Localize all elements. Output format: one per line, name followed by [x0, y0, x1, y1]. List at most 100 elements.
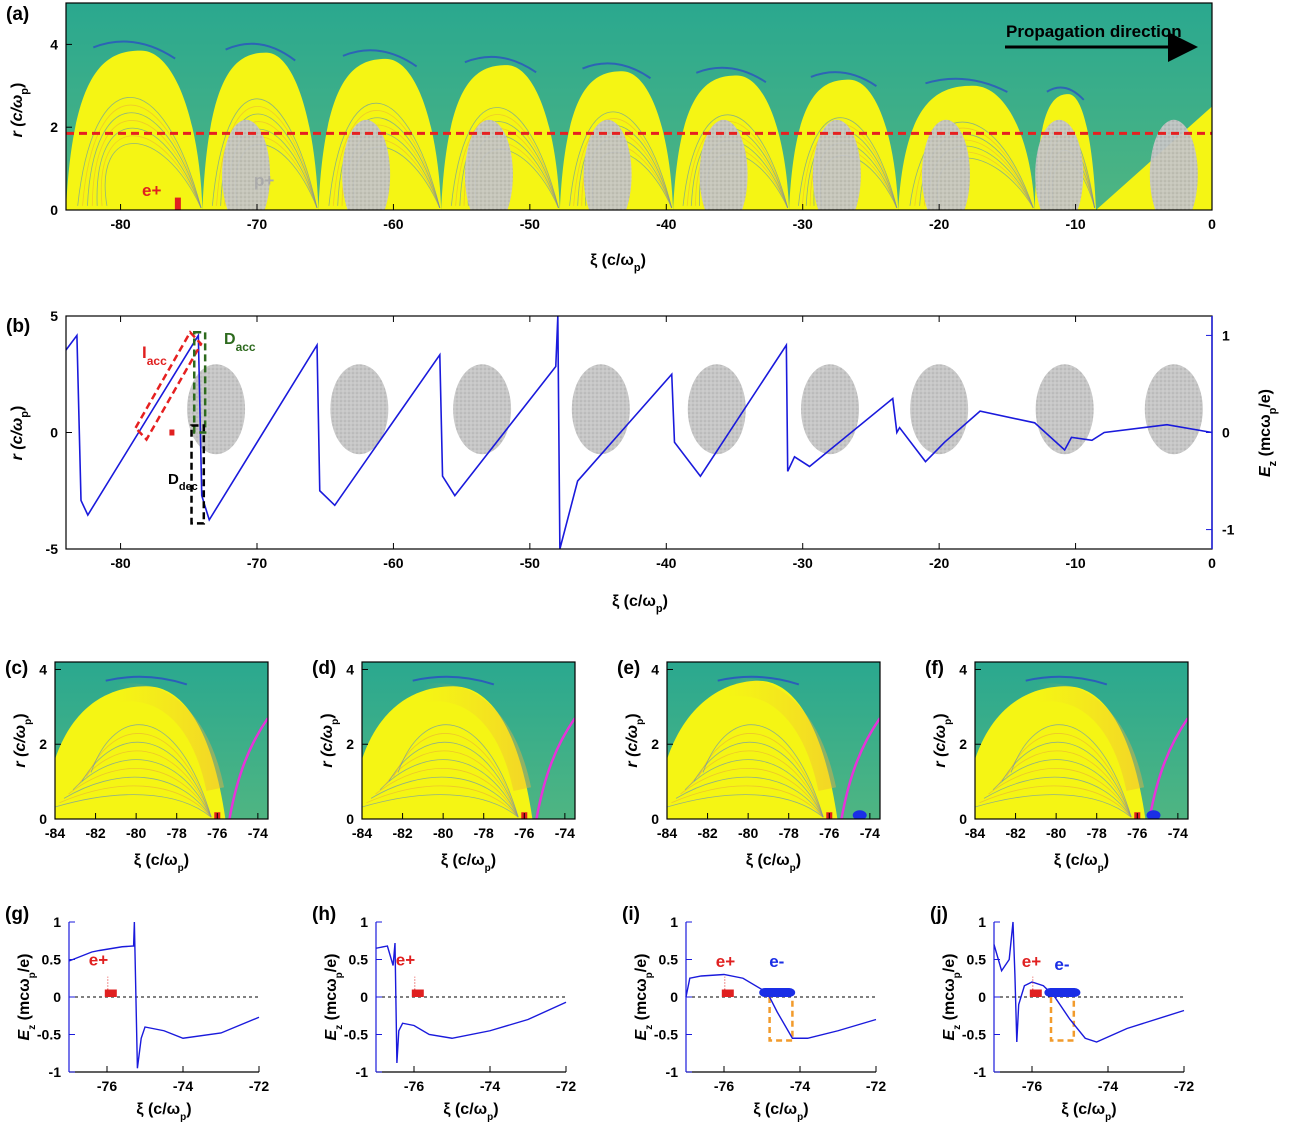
plot-area	[66, 3, 1212, 210]
electron-trajectory	[366, 785, 519, 818]
xlabel-sub: p	[487, 1112, 493, 1123]
panel-e-ytick-label: 4	[651, 661, 659, 677]
panel-b-xtick-label: -40	[656, 555, 676, 571]
xlabel-part: ξ (c/ω	[1054, 852, 1098, 869]
panel-f-xtick-label: -80	[1046, 825, 1066, 841]
electron-trajectory	[988, 768, 1132, 818]
panel-d-ytick-label: 2	[346, 736, 354, 752]
panel-g-label: (g)	[5, 904, 29, 925]
electron-trajectory	[992, 759, 1132, 818]
svg-text:r (c/ωp): r (c/ωp)	[9, 83, 31, 138]
sheath-density-spike	[695, 66, 767, 84]
proton-bunch	[1144, 364, 1203, 455]
panel-e-label: (e)	[617, 658, 640, 679]
ylabel-end: /e)	[941, 954, 958, 973]
sheath-density-spike	[225, 42, 296, 62]
panel-i: e+ e--76 -74 -72-1-0.500.51(i)Ez (mcωp/e)ξ …	[622, 904, 886, 1123]
panel-b-ytick-label: 5	[50, 308, 58, 324]
proton-bunch	[571, 364, 630, 455]
ez-line	[65, 315, 1213, 550]
xlabel-end: )	[491, 852, 496, 869]
xlabel-end: )	[803, 1101, 808, 1118]
ylabel-text: r (c/ωp)	[319, 713, 341, 767]
ylabel-part: E	[323, 1028, 340, 1040]
panel-g-ytick-label: 0.5	[42, 952, 62, 968]
panel-h-xtick-label: -76	[404, 1078, 424, 1094]
panel-c-ytick-label: 0	[39, 811, 47, 827]
electron-trajectory	[100, 135, 202, 209]
proton-bunch	[222, 119, 271, 210]
ylabel-sub2: p	[27, 972, 38, 978]
panel-d-xtick-label: -84	[352, 825, 372, 841]
axes-frame	[361, 661, 576, 820]
positron-label: e+	[396, 951, 415, 970]
electron-trajectory	[393, 733, 519, 818]
electron-trajectory	[702, 724, 824, 818]
ez-line	[68, 921, 260, 1069]
electron-trajectory	[1010, 724, 1132, 818]
electron-trajectory	[59, 785, 212, 818]
electron-bunch	[852, 810, 867, 819]
xlabel-part: ξ (c/ω	[134, 852, 178, 869]
panel-e-ytick-label: 2	[651, 736, 659, 752]
positron-label: e+	[716, 952, 735, 971]
ylabel-end: )	[12, 713, 29, 718]
axes-frame	[54, 661, 269, 820]
axes-frame	[65, 2, 1213, 211]
xlabel-sub: p	[180, 1112, 186, 1123]
electron-trajectory	[370, 776, 519, 818]
panel-a: -80 -70 -60 -50 -40 -30 -20 -10 0 0 2 4 (a) Propaga…	[6, 2, 1216, 274]
ylabel-rest: (mcω	[941, 978, 958, 1024]
proton-label-a: p+	[254, 171, 274, 190]
panel-h-ytick-label: -0.5	[344, 1027, 368, 1043]
electron-trajectory	[81, 741, 212, 818]
proton-bunch	[464, 119, 513, 210]
electron-trajectory	[332, 110, 441, 209]
panel-i-label: (i)	[622, 904, 640, 925]
panel-b-xtick-label: 0	[1208, 555, 1216, 571]
panel-e-xtick-label: -76	[819, 825, 839, 841]
panel-c-xtick-label: -80	[126, 825, 146, 841]
ylabel-sub: z	[27, 1025, 38, 1030]
panel-c-xlabel: ξ (c/ωp)	[134, 852, 189, 874]
xlabel-end: )	[796, 852, 801, 869]
ylabel-sub: z	[952, 1025, 963, 1030]
ylabel-text: Ez (mcωp/e)	[323, 954, 345, 1041]
magenta-boundary	[1148, 717, 1188, 819]
panel-a-xtick-label: -50	[520, 216, 540, 232]
electron-trajectory	[680, 768, 824, 818]
proton-bunch	[699, 119, 748, 210]
electron-trajectory	[328, 103, 441, 209]
panel-h-ylabel: Ez (mcωp/e)	[323, 954, 345, 1041]
electron-label: e-	[769, 952, 784, 971]
proton-bunch	[187, 364, 246, 455]
ylabel-part: r (c/ω	[932, 725, 949, 768]
electron-trajectory	[104, 143, 202, 209]
electron-trajectory	[975, 794, 1132, 818]
i-acc-box	[134, 330, 203, 442]
panel-j-xtick-label: -76	[1022, 1078, 1042, 1094]
xlabel-end: )	[184, 852, 189, 869]
panel-d-xlabel: ξ (c/ωp)	[441, 852, 496, 874]
electron-bunch	[759, 988, 796, 997]
panel-b-xtick-label: -80	[110, 555, 130, 571]
electron-trajectory	[682, 114, 789, 209]
ylabel-sub: p	[635, 719, 646, 725]
xlabel-sub: p	[1098, 863, 1104, 874]
xlabel-sub: p	[1105, 1112, 1111, 1123]
panel-h-xtick-label: -74	[480, 1078, 500, 1094]
panel-i-ytick-label: 0.5	[659, 952, 679, 968]
positron-label-a: e+	[142, 181, 161, 200]
electron-trajectory	[684, 759, 824, 818]
panel-g-xtick-label: -76	[97, 1078, 117, 1094]
plot-area	[55, 662, 268, 819]
proton-bunch	[921, 119, 970, 210]
ylabel-part: r (c/ω	[624, 725, 641, 768]
panel-i-ytick-label: -1	[666, 1064, 679, 1080]
panel-b-y2-ytick-label: 1	[1222, 327, 1230, 343]
ylabel-text: Ez (mcωp/e)	[941, 954, 963, 1041]
panel-f-xtick-label: -76	[1127, 825, 1147, 841]
panel-j-ytick-label: 0	[978, 989, 986, 1005]
